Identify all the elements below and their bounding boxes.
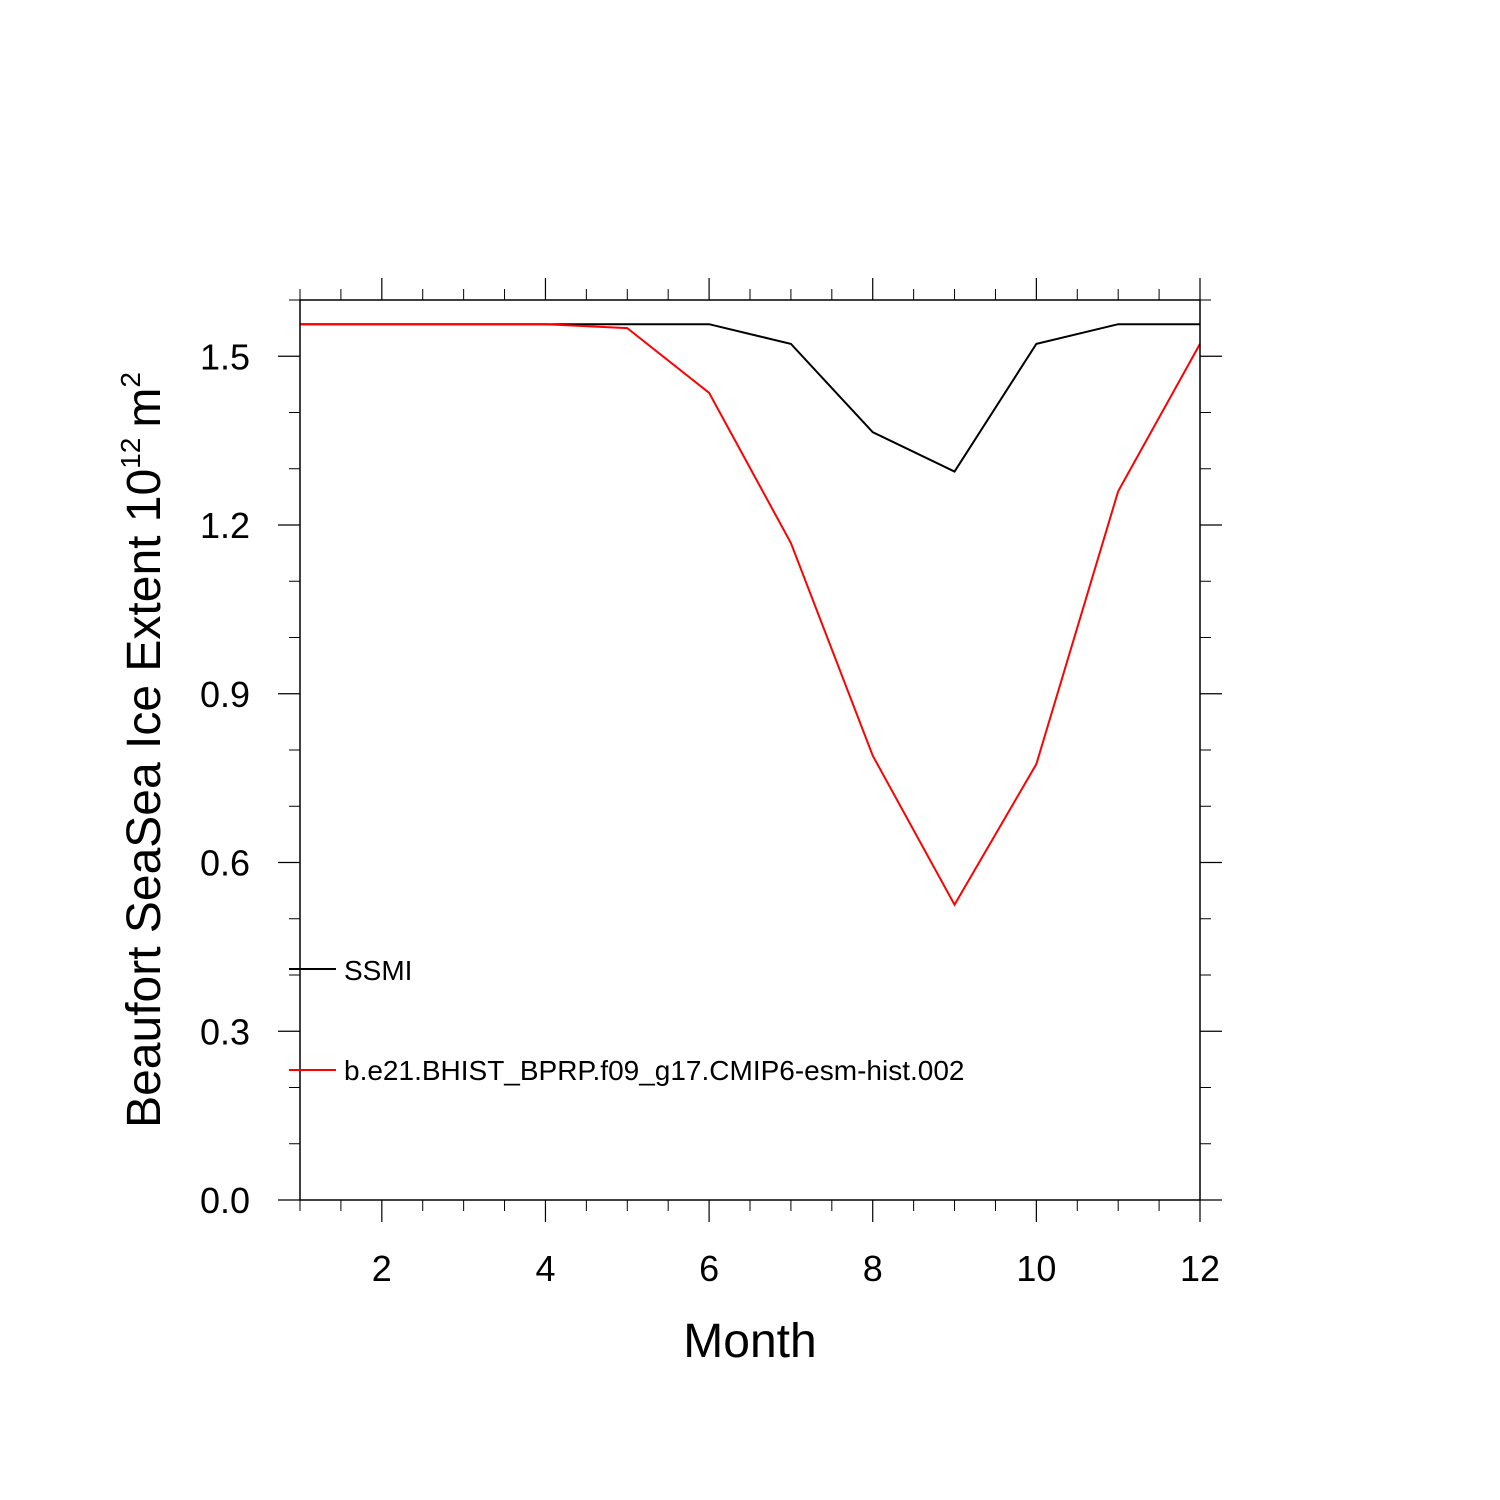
x-tick-label: 8 [863,1248,883,1289]
y-axis-title-unit: m [118,388,171,428]
y-tick-labels: 0.0 0.3 0.6 0.9 1.2 1.5 [200,336,250,1221]
y-tick-label: 0.0 [200,1180,250,1221]
legend-label-model: b.e21.BHIST_BPRP.f09_g17.CMIP6-esm-hist.… [344,1055,964,1086]
legend-item-ssmi: SSMI [289,955,412,986]
y-axis-title-main: Beaufort SeaSea Ice Extent 10 [118,469,171,1128]
legend-item-model: b.e21.BHIST_BPRP.f09_g17.CMIP6-esm-hist.… [289,1055,964,1086]
y-tick-label: 1.5 [200,336,250,377]
y-tick-label: 0.3 [200,1011,250,1052]
legend-label-ssmi: SSMI [344,955,412,986]
legend: SSMI b.e21.BHIST_BPRP.f09_g17.CMIP6-esm-… [289,955,964,1086]
series-line-model [300,323,1201,907]
series-line-ssmi [300,323,1200,473]
minor-ticks [289,289,1211,1211]
x-tick-label: 10 [1016,1248,1056,1289]
series-layer [300,323,1201,907]
y-tick-label: 1.2 [200,505,250,546]
x-axis-title: Month [683,1315,816,1368]
y-tick-label: 0.9 [200,674,250,715]
y-axis-title: Beaufort SeaSea Ice Extent 1012 m2 [115,372,171,1128]
x-tick-label: 4 [535,1248,555,1289]
x-tick-label: 6 [699,1248,719,1289]
x-tick-label: 12 [1180,1248,1220,1289]
major-ticks [278,278,1222,1222]
x-tick-labels: 2 4 6 8 10 12 [372,1248,1220,1289]
y-axis-title-unit-exponent: 2 [115,372,146,388]
y-axis-title-exponent: 12 [115,438,146,469]
plot-frame [299,299,1201,1201]
x-tick-label: 2 [372,1248,392,1289]
y-tick-label: 0.6 [200,843,250,884]
